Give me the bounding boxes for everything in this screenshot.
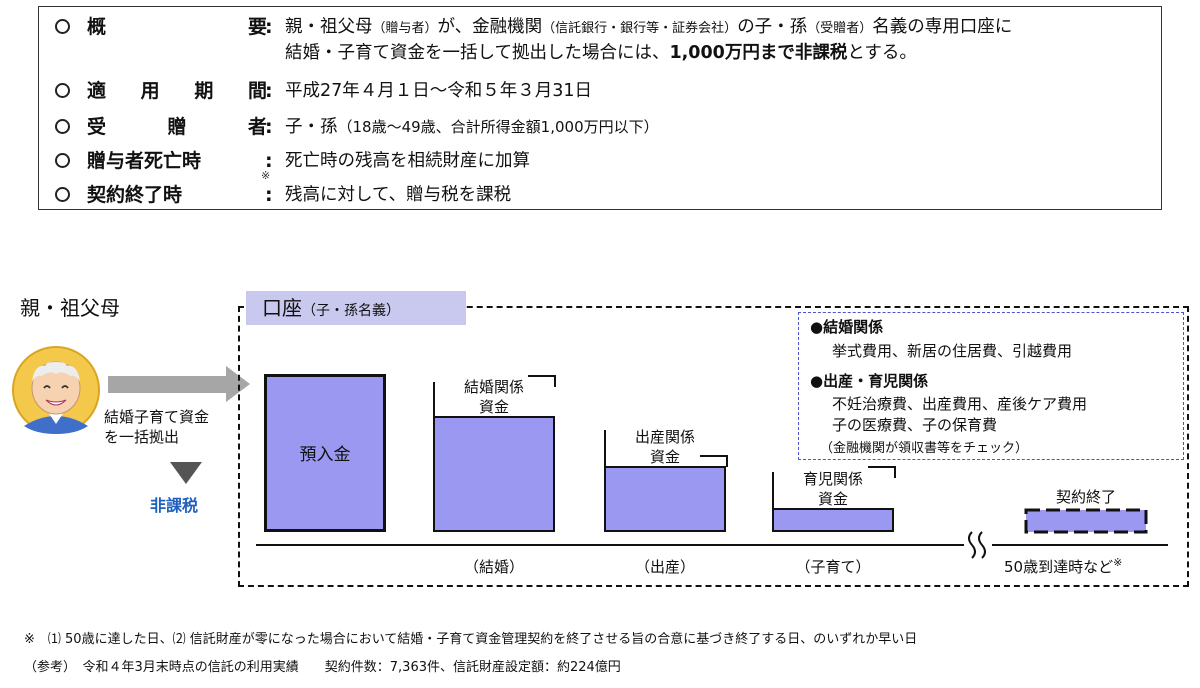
contract-end-label: 契約終了 xyxy=(1055,488,1116,506)
birth-funds-label: 出産関係 xyxy=(634,428,695,446)
timeline-axis xyxy=(256,544,964,546)
colon: : xyxy=(265,80,273,102)
summary-row-recipient: 受 贈 者 : 子・孫（18歳～49歳、合計所得金額1,000万円以下） xyxy=(39,111,1159,143)
note-mark: ※ xyxy=(261,169,271,182)
circle-bullet-icon xyxy=(55,119,70,134)
childcare-funds-label: 資金 xyxy=(817,490,848,508)
legend-birth-items: 不妊治療費、出産費用、産後ケア費用 xyxy=(832,395,1088,413)
row-label: 契約終了時 xyxy=(87,184,183,206)
axis-label-childcare: （子育て） xyxy=(795,558,871,576)
axis-label-end: 50歳到達時など※ xyxy=(1004,556,1123,576)
legend-birth-items: 子の医療費、子の保育費 xyxy=(832,416,998,434)
bracket-marker xyxy=(772,472,774,510)
colon: : xyxy=(265,184,273,206)
summary-row-period: 適 用 期 間 : 平成27年４月１日～令和５年３月31日 xyxy=(39,75,1159,107)
account-title-box xyxy=(246,291,466,325)
contract-end-value: 残高に対して、贈与税を課税 xyxy=(285,185,512,205)
bracket-marker xyxy=(528,375,556,387)
row-label: 適 用 期 間 xyxy=(87,80,267,102)
summary-box: 概 要 : 親・祖父母（贈与者）が、金融機関（信託銀行・銀行等・証券会社）の子・… xyxy=(38,6,1162,210)
marriage-funds-label: 結婚関係 xyxy=(463,378,524,396)
axis-label-birth: （出産） xyxy=(634,558,695,576)
summary-row-overview: 概 要 : 親・祖父母（贈与者）が、金融機関（信託銀行・銀行等・証券会社）の子・… xyxy=(39,11,1159,63)
summary-row-contract-end: 契約終了時 ※ : 残高に対して、贈与税を課税 xyxy=(39,169,1159,211)
overview-line-1: 親・祖父母（贈与者）が、金融機関（信託銀行・銀行等・証券会社）の子・孫（受贈者）… xyxy=(285,17,1013,37)
down-triangle-icon xyxy=(170,462,202,488)
lump-sum-label: 結婚子育て資金 xyxy=(104,408,210,426)
row-label: 概 要 xyxy=(87,16,267,38)
childcare-funds-label: 育児関係 xyxy=(802,470,863,488)
timeline-axis xyxy=(992,544,1168,546)
circle-bullet-icon xyxy=(55,187,70,202)
grandparent-avatar-icon xyxy=(6,344,106,436)
period-value: 平成27年４月１日～令和５年３月31日 xyxy=(285,81,593,101)
circle-bullet-icon xyxy=(55,83,70,98)
childcare-bar xyxy=(772,508,894,532)
legend-marriage-head: ●結婚関係 xyxy=(810,318,884,336)
summary-row-donor-death: 贈与者死亡時 : 死亡時の残高を相続財産に加算 xyxy=(39,145,1159,177)
row-label: 受 贈 者 xyxy=(87,116,267,138)
circle-bullet-icon xyxy=(55,153,70,168)
birth-funds-label: 資金 xyxy=(649,448,680,466)
recipient-value: 子・孫（18歳～49歳、合計所得金額1,000万円以下） xyxy=(285,117,659,137)
marriage-bar xyxy=(433,416,555,532)
tax-free-label: 非課税 xyxy=(150,496,199,515)
parent-label: 親・祖父母 xyxy=(20,296,120,320)
bracket-marker xyxy=(700,455,728,467)
axis-label-marriage: （結婚） xyxy=(463,558,524,576)
colon: : xyxy=(265,116,273,138)
lump-sum-label: を一括拠出 xyxy=(104,428,180,446)
bracket-marker xyxy=(868,466,896,478)
row-label: 贈与者死亡時 xyxy=(87,150,202,172)
account-frame xyxy=(238,306,1189,587)
footnote: ※ ⑴ 50歳に達した日、⑵ 信託財産が零になった場合において結婚・子育て資金管… xyxy=(24,632,918,647)
account-title: 口座（子・孫名義） xyxy=(262,296,400,320)
overview-line-2: 結婚・子育て資金を一括して拠出した場合には、1,000万円まで非課税とする。 xyxy=(285,43,917,63)
colon: : xyxy=(265,150,273,172)
donor-death-value: 死亡時の残高を相続財産に加算 xyxy=(285,151,530,171)
birth-bar xyxy=(604,466,726,532)
deposit-label: 預入金 xyxy=(299,445,351,465)
colon: : xyxy=(265,16,273,38)
legend-birth-head: ●出産・育児関係 xyxy=(810,372,929,390)
marriage-funds-label: 資金 xyxy=(478,398,509,416)
bracket-marker xyxy=(604,430,606,468)
deposit-bar xyxy=(264,374,386,532)
transfer-arrow-icon xyxy=(108,364,252,408)
reference-note: （参考） 令和４年3月末時点の信託の利用実績 契約件数：7,363件、信託財産設… xyxy=(24,660,621,675)
axis-break-icon xyxy=(962,530,994,564)
contract-end-bar xyxy=(1024,508,1148,534)
expense-legend xyxy=(798,312,1184,460)
circle-bullet-icon xyxy=(55,19,70,34)
legend-note: （金融機関が領収書等をチェック） xyxy=(820,441,1029,456)
legend-marriage-items: 挙式費用、新居の住居費、引越費用 xyxy=(832,342,1073,360)
bracket-marker xyxy=(433,382,435,418)
